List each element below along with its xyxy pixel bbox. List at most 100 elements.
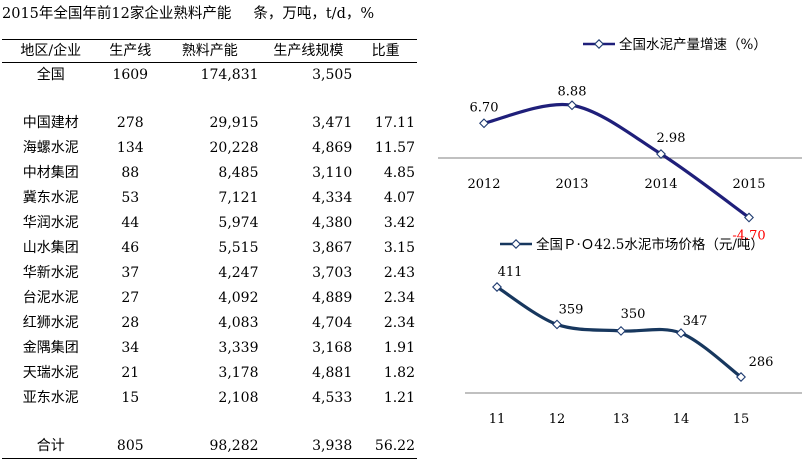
cell-scale: 4,881	[312, 365, 353, 381]
cell-scale: 4,334	[312, 190, 353, 206]
data-label: 286	[749, 355, 774, 370]
cell-scale: 4,380	[312, 215, 353, 231]
cell-share: 17.11	[374, 115, 415, 131]
cell-lines: 1609	[112, 67, 149, 83]
x-tick-label: 15	[733, 412, 750, 427]
cell-share: 2.43	[383, 265, 415, 281]
cell-capacity: 8,485	[218, 165, 259, 181]
table-row: 华润水泥 44 5,974 4,380 3.42	[2, 211, 417, 236]
x-tick-label: 13	[613, 412, 630, 427]
cell-capacity: 5,974	[218, 215, 259, 231]
cell-lines: 37	[121, 265, 140, 281]
x-tick-label: 2013	[555, 177, 588, 192]
cell-name: 亚东水泥	[22, 390, 79, 406]
cell-capacity: 7,121	[218, 190, 259, 206]
header-scale: 生产线规模	[264, 39, 357, 63]
data-label: 347	[683, 314, 708, 329]
data-label: 2.98	[657, 131, 686, 146]
cell-share: 3.42	[383, 215, 415, 231]
table-row: 亚东水泥 15 2,108 4,533 1.21	[2, 386, 417, 411]
cell-lines: 805	[99, 434, 162, 459]
data-point	[479, 118, 489, 129]
cell-capacity: 3,339	[218, 340, 259, 356]
table-row: 金隅集团 34 3,339 3,168 1.91	[2, 336, 417, 361]
cell-scale: 4,533	[312, 390, 353, 406]
cell-lines: 21	[121, 365, 140, 381]
data-point	[567, 100, 577, 111]
cell-lines: 278	[116, 115, 144, 131]
cell-share: 2.34	[383, 290, 415, 306]
x-tick-label: 12	[549, 412, 566, 427]
cell-scale: 3,938	[264, 434, 357, 459]
cell-capacity: 2,108	[218, 390, 259, 406]
cell-capacity: 3,178	[218, 365, 259, 381]
legend-marker	[594, 39, 604, 49]
cell-capacity: 20,228	[209, 140, 259, 156]
table-row: 红狮水泥 28 4,083 4,704 2.34	[2, 311, 417, 336]
cell-scale: 3,505	[312, 67, 353, 83]
cell-scale: 4,704	[312, 315, 353, 331]
data-label: 411	[498, 265, 523, 280]
cell-scale: 4,869	[312, 140, 353, 156]
cell-share: 4.85	[383, 165, 415, 181]
cell-lines: 134	[116, 140, 144, 156]
cell-lines: 27	[121, 290, 140, 306]
table-row: 台泥水泥 27 4,092 4,889 2.34	[2, 286, 417, 311]
data-point	[616, 325, 626, 336]
cell-name: 中国建材	[22, 115, 79, 131]
cell-capacity: 4,247	[218, 265, 259, 281]
cell-capacity: 174,831	[200, 67, 259, 83]
cell-share: 56.22	[356, 434, 417, 459]
data-label: -4.70	[732, 229, 765, 244]
table-header-row: 地区/企业 生产线 熟料产能 生产线规模 比重	[2, 39, 417, 63]
table-row: 中材集团 88 8,485 3,110 4.85	[2, 161, 417, 186]
data-point	[492, 282, 502, 292]
table-row: 山水集团 46 5,515 3,867 3.15	[2, 236, 417, 261]
legend-label: 全国Ｐ·Ｏ42.5水泥市场价格（元/吨）	[536, 236, 764, 253]
cell-name: 华新水泥	[22, 265, 79, 281]
cell-lines: 34	[121, 340, 140, 356]
table-row: 中国建材 278 29,915 3,471 17.11	[2, 111, 417, 136]
cell-lines: 46	[121, 240, 140, 256]
cell-scale: 3,110	[312, 165, 353, 181]
table-row: 华新水泥 37 4,247 3,703 2.43	[2, 261, 417, 286]
data-point	[744, 212, 754, 223]
cell-name: 中材集团	[22, 165, 79, 181]
cell-share: 2.34	[383, 315, 415, 331]
x-tick-label: 2014	[644, 177, 677, 192]
cell-capacity: 4,092	[218, 290, 259, 306]
cell-lines: 44	[121, 215, 140, 231]
capacity-table: 地区/企业 生产线 熟料产能 生产线规模 比重 全国 1609 174,831 …	[2, 39, 417, 459]
table-body: 全国 1609 174,831 3,505 中国建材 278 29,915 3,471…	[2, 63, 417, 412]
table-row: 海螺水泥 134 20,228 4,869 11.57	[2, 136, 417, 161]
cell-name: 天瑞水泥	[22, 365, 79, 381]
x-tick-label: 11	[489, 412, 506, 427]
cell-capacity: 4,083	[218, 315, 259, 331]
data-point	[552, 319, 562, 330]
cell-capacity: 29,915	[209, 115, 259, 131]
cell-name: 冀东水泥	[22, 190, 79, 206]
cell-capacity: 98,282	[161, 434, 265, 459]
cell-name: 全国	[36, 67, 65, 83]
x-tick-label: 2015	[732, 177, 765, 192]
cell-name: 华润水泥	[22, 215, 79, 231]
cell-share: 11.57	[374, 140, 415, 156]
table-row: 冀东水泥 53 7,121 4,334 4.07	[2, 186, 417, 211]
cell-lines: 53	[121, 190, 140, 206]
cell-lines: 15	[121, 390, 140, 406]
cell-scale: 3,471	[312, 115, 353, 131]
series-line-growth	[483, 102, 750, 219]
cell-share: 1.91	[383, 340, 415, 356]
table-caption: 2015年全国年前12家企业熟料产能 条，万吨，t/d，%	[2, 2, 374, 23]
cell-name: 山水集团	[22, 240, 79, 256]
table-row: 天瑞水泥 21 3,178 4,881 1.82	[2, 361, 417, 386]
data-point	[736, 372, 746, 382]
data-point	[676, 328, 686, 339]
legend-label: 全国水泥产量增速（%）	[619, 36, 767, 53]
cell-scale: 3,703	[312, 265, 353, 281]
cell-name: 红狮水泥	[22, 315, 79, 331]
cell-scale: 4,889	[312, 290, 353, 306]
cell-name: 合计	[2, 434, 100, 459]
cell-share: 1.21	[383, 390, 415, 406]
